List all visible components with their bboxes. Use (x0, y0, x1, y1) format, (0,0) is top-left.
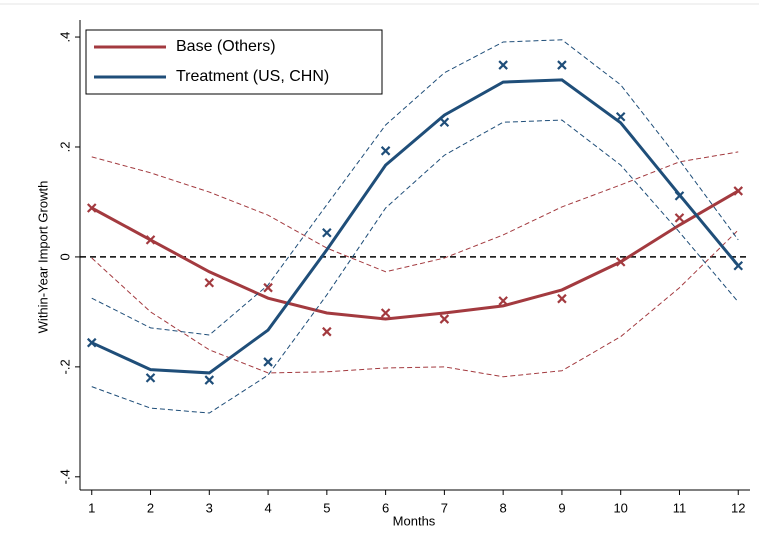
ci-line (91, 119, 739, 414)
y-tick-label: .4 (57, 32, 72, 43)
legend-label: Base (Others) (176, 38, 276, 55)
marker (439, 314, 450, 324)
marker (145, 235, 156, 245)
marker (380, 308, 391, 318)
y-tick-label: -.4 (57, 469, 72, 484)
marker (439, 117, 450, 128)
marker (322, 326, 332, 337)
x-tick-label: 2 (147, 500, 154, 515)
marker (557, 293, 567, 304)
marker (498, 60, 508, 70)
marker (380, 146, 391, 156)
marker (557, 60, 567, 70)
marker (322, 227, 332, 238)
marker (145, 373, 156, 383)
marker (204, 277, 215, 288)
x-tick-label: 3 (206, 500, 213, 515)
ci-line (91, 151, 739, 273)
x-tick-label: 8 (500, 500, 507, 515)
x-tick-label: 4 (264, 500, 271, 515)
fit-line (91, 189, 739, 321)
marker (86, 337, 97, 348)
marker (263, 282, 273, 293)
marker (204, 375, 215, 385)
legend-box (85, 29, 383, 95)
marker (263, 357, 273, 367)
marker (674, 191, 685, 201)
y-tick-label: -.2 (57, 359, 72, 374)
y-axis-title: Within-Year Import Growth (35, 181, 50, 334)
x-axis-title: Months (393, 513, 436, 528)
x-tick-label: 5 (323, 500, 330, 515)
marker (733, 186, 744, 196)
ci-line (91, 39, 739, 336)
fit-line (91, 78, 740, 375)
y-tick-label: 0 (57, 253, 72, 260)
marker (674, 213, 685, 223)
x-tick-label: 9 (558, 500, 565, 515)
legend-label: Treatment (US, CHN) (176, 68, 329, 85)
marker (615, 257, 626, 267)
x-tick-label: 7 (441, 500, 448, 515)
x-tick-label: 11 (673, 500, 687, 515)
x-tick-label: 10 (613, 500, 627, 515)
x-tick-label: 6 (382, 500, 389, 515)
x-tick-label: 1 (88, 500, 95, 515)
ci-line (91, 229, 739, 378)
marker (733, 260, 744, 271)
x-tick-label: 12 (731, 500, 745, 515)
marker (615, 111, 626, 122)
marker (86, 203, 97, 213)
y-tick-label: .2 (57, 142, 72, 153)
marker (498, 296, 508, 306)
